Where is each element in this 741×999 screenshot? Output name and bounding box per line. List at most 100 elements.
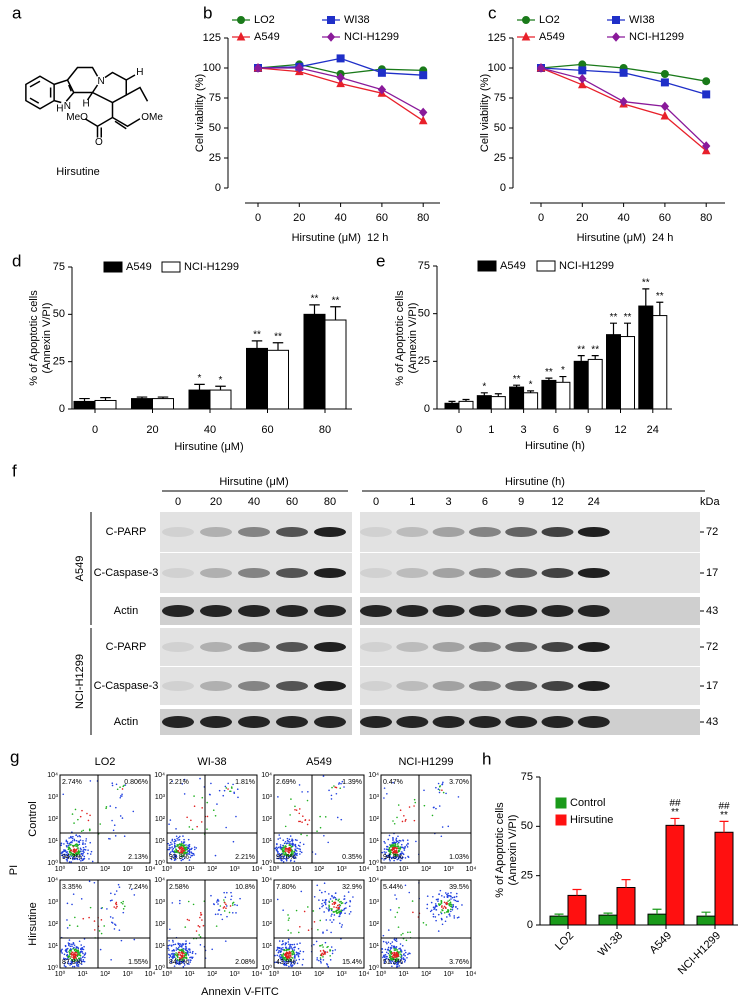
event-dot: [396, 957, 398, 960]
lane-label: 9: [518, 496, 524, 508]
event-dot: [81, 809, 83, 812]
event-dot: [177, 956, 179, 959]
event-dot: [397, 856, 400, 859]
event-dot: [423, 804, 426, 807]
bond: [84, 118, 98, 127]
event-dot: [284, 954, 287, 957]
event-dot: [453, 896, 456, 899]
event-dot: [441, 826, 444, 828]
band: [505, 642, 538, 652]
event-dot: [169, 841, 172, 844]
event-dot: [188, 963, 190, 965]
event-dot: [399, 859, 402, 862]
event-dot: [451, 906, 454, 909]
y-tick-label: 10⁰: [261, 859, 272, 867]
y-tick-label: 25: [418, 355, 430, 367]
event-dot: [172, 952, 174, 955]
event-dot: [318, 889, 321, 892]
event-dot: [75, 951, 78, 954]
event-dot: [172, 847, 175, 850]
event-dot: [80, 858, 83, 860]
event-dot: [306, 834, 308, 837]
event-dot: [169, 851, 172, 853]
bar: [555, 381, 571, 410]
event-dot: [76, 858, 79, 861]
event-dot: [327, 965, 330, 968]
event-dot: [237, 796, 239, 799]
event-dot: [387, 855, 390, 858]
event-dot: [79, 855, 82, 858]
event-dot: [119, 815, 122, 817]
event-dot: [323, 834, 325, 837]
event-dot: [225, 826, 227, 829]
significance: **: [624, 312, 632, 323]
event-dot: [111, 782, 114, 784]
event-dot: [186, 951, 189, 954]
x-tick-label: 10²: [421, 866, 432, 873]
event-dot: [277, 857, 280, 860]
event-dot: [344, 912, 346, 915]
x-tick-label: 10¹: [398, 971, 409, 978]
event-dot: [74, 956, 76, 958]
event-dot: [187, 850, 189, 852]
event-dot: [210, 782, 212, 785]
event-dot: [79, 839, 82, 841]
x-axis-label: Annexin V-FITC: [201, 986, 279, 998]
error-bar: [577, 355, 585, 362]
y-tick-label: 10³: [369, 899, 380, 906]
x-tick-label: 10¹: [184, 971, 195, 978]
event-dot: [390, 957, 392, 959]
event-dot: [123, 905, 126, 908]
band: [432, 605, 465, 617]
event-dot: [71, 837, 74, 840]
event-dot: [68, 837, 70, 839]
event-dot: [319, 945, 321, 947]
event-dot: [390, 955, 392, 958]
event-dot: [330, 931, 332, 934]
event-dot: [168, 823, 170, 826]
event-dot: [278, 852, 281, 855]
event-dot: [447, 900, 449, 902]
event-dot: [73, 965, 76, 968]
legend-label: WI38: [629, 14, 655, 26]
event-dot: [453, 917, 456, 919]
event-dot: [396, 847, 398, 849]
marker: [377, 68, 386, 77]
event-dot: [294, 955, 296, 957]
event-dot: [172, 955, 174, 958]
plot-frame: [380, 774, 472, 864]
event-dot: [298, 845, 301, 847]
event-dot: [235, 815, 237, 818]
event-dot: [77, 951, 79, 953]
marker: [253, 63, 263, 73]
event-dot: [182, 835, 184, 837]
event-dot: [173, 965, 176, 967]
band: [276, 681, 308, 691]
event-dot: [182, 965, 185, 968]
event-dot: [82, 839, 84, 842]
event-dot: [386, 955, 388, 958]
event-dot: [66, 858, 69, 860]
event-dot: [336, 816, 339, 819]
event-dot: [116, 905, 118, 908]
event-dot: [291, 853, 294, 856]
event-dot: [173, 956, 175, 958]
event-dot: [395, 946, 398, 948]
event-dot: [335, 792, 338, 795]
event-dot: [398, 965, 401, 967]
event-dot: [337, 904, 339, 907]
event-dot: [79, 815, 82, 818]
event-dot: [65, 954, 68, 957]
legend-marker: [237, 16, 245, 24]
event-dot: [321, 899, 324, 902]
event-dot: [294, 808, 296, 811]
event-dot: [319, 919, 322, 922]
event-dot: [290, 845, 293, 848]
quadrant-label: 3.35%: [62, 884, 82, 891]
event-dot: [387, 946, 390, 949]
event-dot: [285, 847, 288, 850]
event-dot: [168, 956, 171, 959]
plot-frame: [273, 879, 365, 969]
event-dot: [216, 803, 218, 805]
event-dot: [281, 850, 284, 852]
